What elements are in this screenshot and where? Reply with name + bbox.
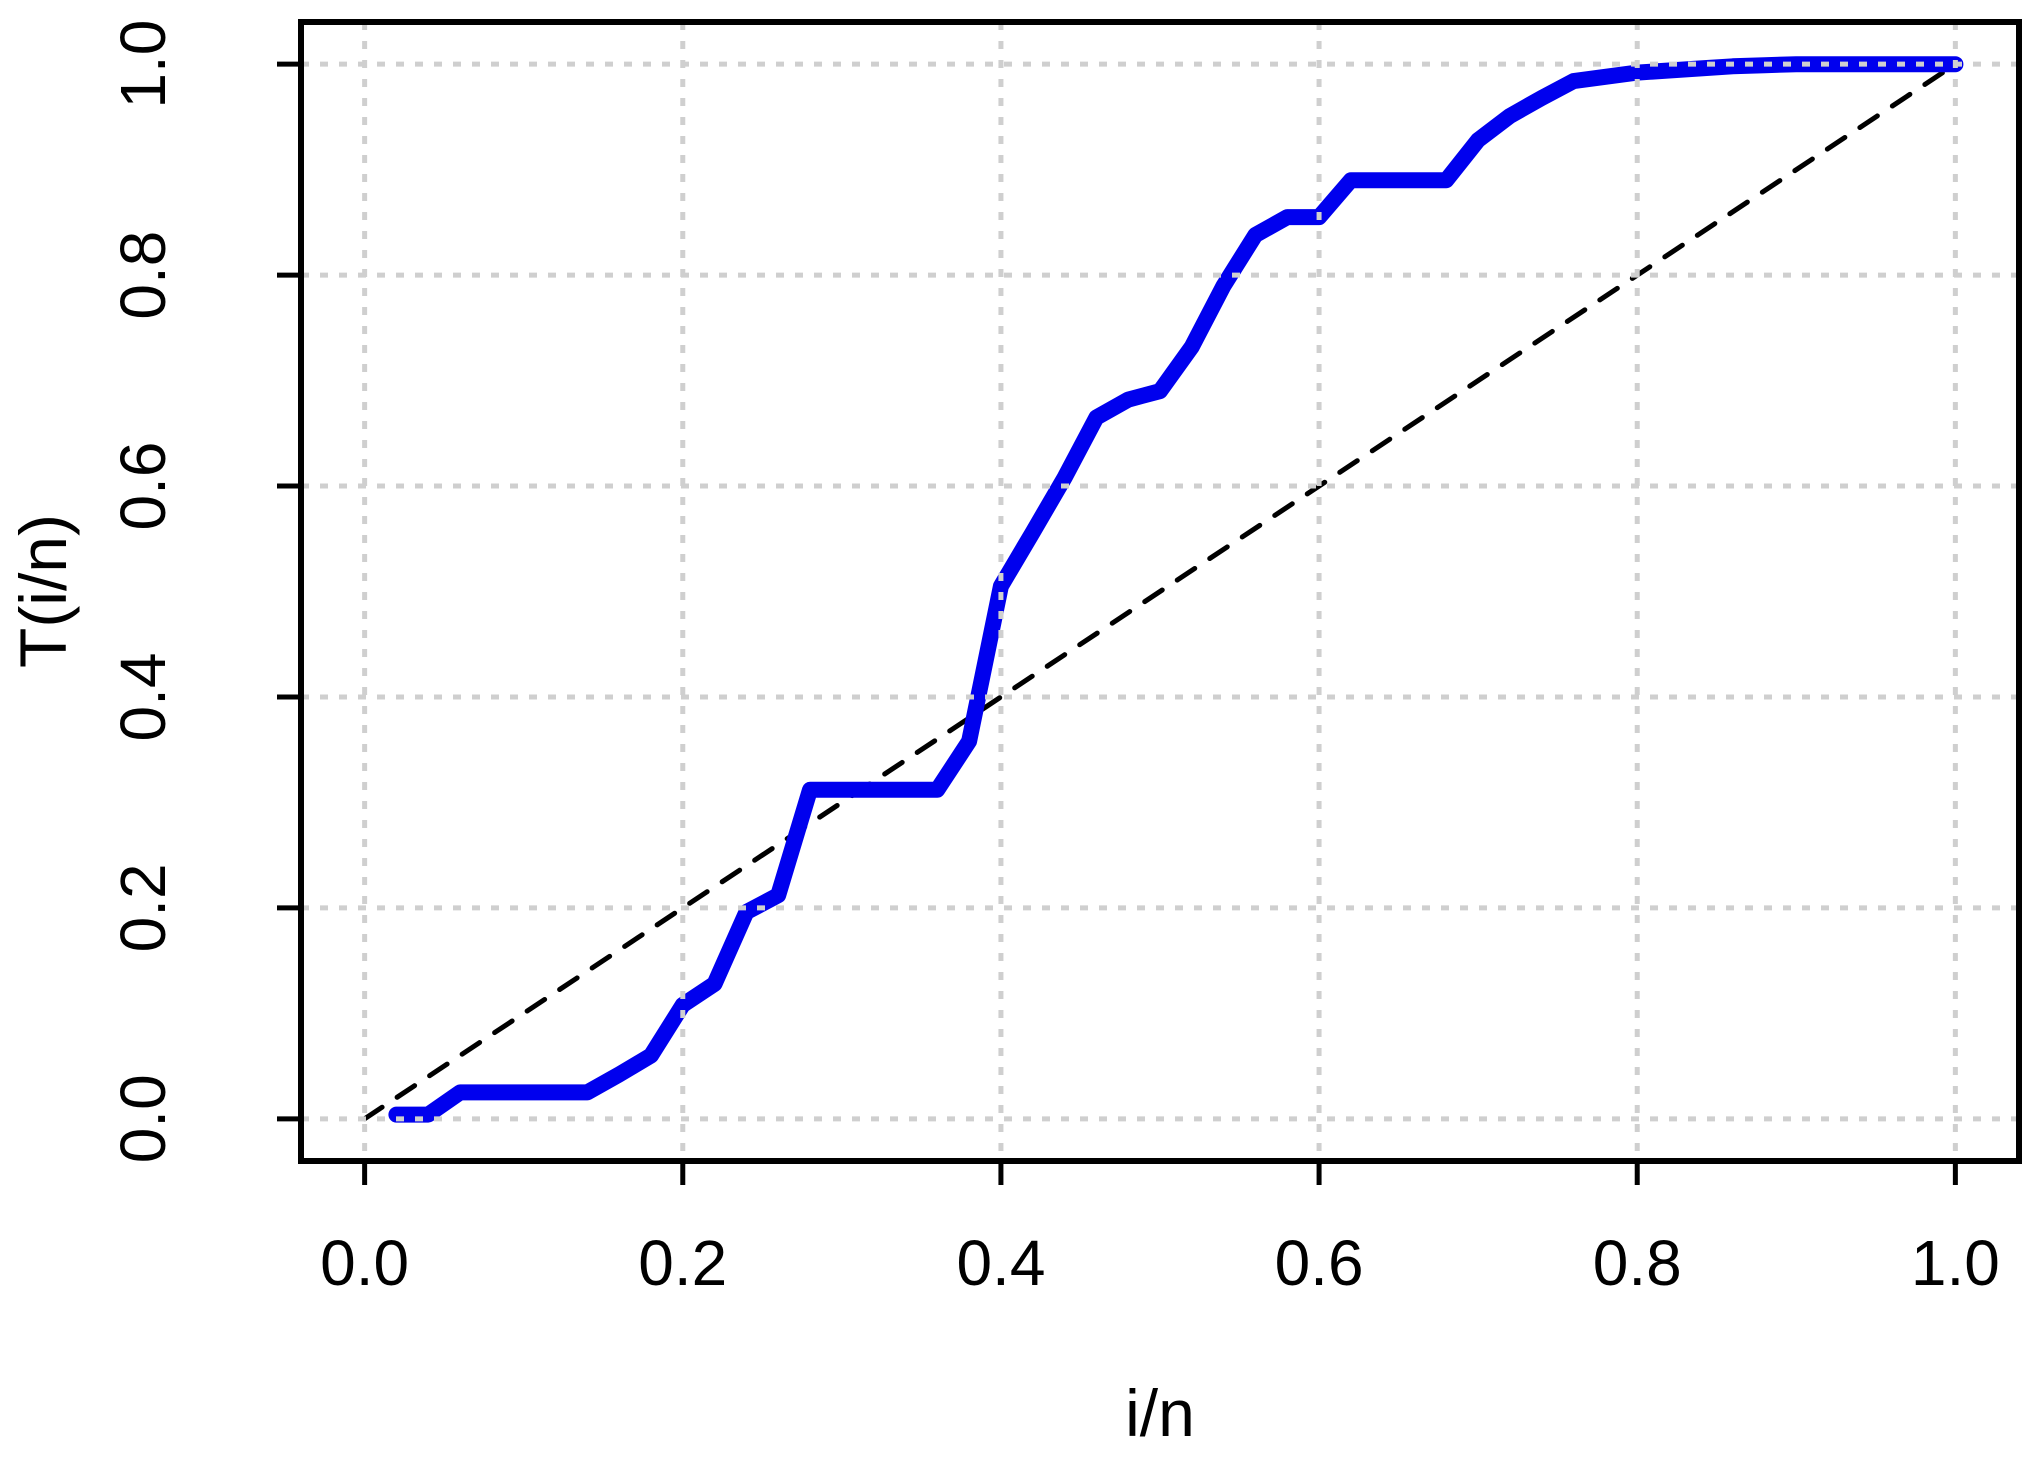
- x-tick-label: 0.0: [320, 1227, 409, 1299]
- tick-layer: [277, 61, 1958, 1185]
- x-tick-label: 0.2: [638, 1227, 727, 1299]
- x-axis-label: i/n: [1125, 1376, 1195, 1450]
- series-layer: [362, 56, 1964, 1123]
- diagonal-reference-line: [362, 61, 1958, 1122]
- y-tick-label: 0.8: [107, 231, 179, 320]
- x-tick-label: 0.4: [956, 1227, 1045, 1299]
- x-tick-label: 0.8: [1593, 1227, 1682, 1299]
- x-tick-label: 0.6: [1275, 1227, 1364, 1299]
- y-tick-label: 0.2: [107, 863, 179, 952]
- y-tick-label: 0.4: [107, 652, 179, 741]
- x-tick-label: 1.0: [1911, 1227, 2000, 1299]
- y-tick-label: 0.6: [107, 442, 179, 531]
- ttt-curve-line: [388, 56, 1964, 1123]
- gridline-layer: [301, 22, 2019, 1161]
- y-tick-label: 0.0: [107, 1074, 179, 1163]
- tick-label-layer: 0.0 0.2 0.4 0.6 0.8 1.0 0.0 0.2 0.4 0.6 0.8 1.0: [107, 20, 2000, 1299]
- y-tick-label: 1.0: [107, 20, 179, 109]
- plot-box: [298, 19, 2022, 1164]
- y-axis-label: T(i/n): [6, 514, 80, 668]
